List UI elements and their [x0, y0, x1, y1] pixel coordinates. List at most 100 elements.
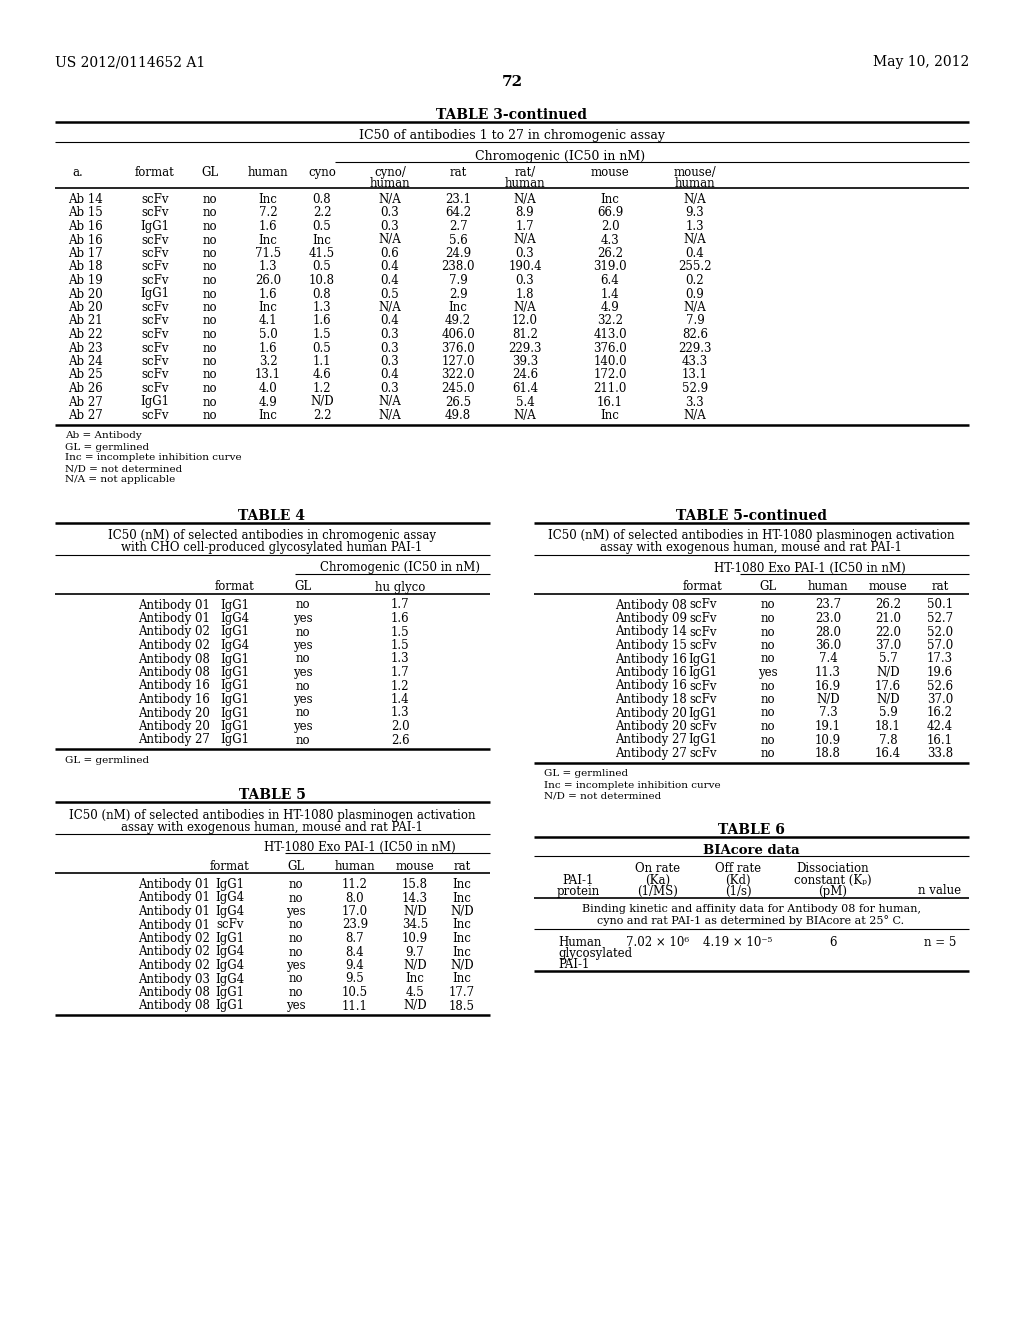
- Text: 2.6: 2.6: [391, 734, 410, 747]
- Text: 4.9: 4.9: [601, 301, 620, 314]
- Text: IgG1: IgG1: [220, 719, 250, 733]
- Text: Inc: Inc: [453, 919, 471, 932]
- Text: 127.0: 127.0: [441, 355, 475, 368]
- Text: scFv: scFv: [216, 919, 244, 932]
- Text: 11.1: 11.1: [342, 999, 368, 1012]
- Text: 229.3: 229.3: [508, 342, 542, 355]
- Text: N/D = not determined: N/D = not determined: [544, 792, 662, 800]
- Text: IgG1: IgG1: [215, 878, 245, 891]
- Text: cyno/: cyno/: [374, 166, 406, 180]
- Text: yes: yes: [293, 719, 312, 733]
- Text: 61.4: 61.4: [512, 381, 538, 395]
- Text: N/D: N/D: [816, 693, 840, 706]
- Text: no: no: [289, 919, 303, 932]
- Text: IgG1: IgG1: [220, 626, 250, 639]
- Text: 33.8: 33.8: [927, 747, 953, 760]
- Text: mouse: mouse: [868, 581, 907, 594]
- Text: 52.6: 52.6: [927, 680, 953, 693]
- Text: IgG4: IgG4: [215, 960, 245, 972]
- Text: scFv: scFv: [141, 368, 169, 381]
- Text: 19.1: 19.1: [815, 719, 841, 733]
- Text: constant (Kₚ): constant (Kₚ): [795, 874, 871, 887]
- Text: Inc: Inc: [600, 193, 620, 206]
- Text: 52.7: 52.7: [927, 612, 953, 624]
- Text: 11.2: 11.2: [342, 878, 368, 891]
- Text: N/A: N/A: [514, 301, 537, 314]
- Text: Inc: Inc: [600, 409, 620, 422]
- Text: 0.4: 0.4: [381, 314, 399, 327]
- Text: yes: yes: [286, 999, 306, 1012]
- Text: no: no: [761, 598, 775, 611]
- Text: 1.8: 1.8: [516, 288, 535, 301]
- Text: scFv: scFv: [141, 327, 169, 341]
- Text: Ab 16: Ab 16: [68, 220, 102, 234]
- Text: no: no: [289, 973, 303, 986]
- Text: 376.0: 376.0: [593, 342, 627, 355]
- Text: no: no: [289, 878, 303, 891]
- Text: n value: n value: [919, 884, 962, 898]
- Text: IgG1: IgG1: [220, 652, 250, 665]
- Text: TABLE 6: TABLE 6: [718, 822, 784, 837]
- Text: 0.3: 0.3: [381, 206, 399, 219]
- Text: 1.3: 1.3: [312, 301, 332, 314]
- Text: IgG1: IgG1: [140, 220, 170, 234]
- Text: 2.7: 2.7: [449, 220, 467, 234]
- Text: GL: GL: [760, 581, 776, 594]
- Text: GL = germlined: GL = germlined: [65, 756, 150, 766]
- Text: 0.3: 0.3: [381, 342, 399, 355]
- Text: Antibody 20: Antibody 20: [615, 706, 687, 719]
- Text: no: no: [203, 327, 217, 341]
- Text: no: no: [203, 342, 217, 355]
- Text: 2.9: 2.9: [449, 288, 467, 301]
- Text: N/A: N/A: [379, 409, 401, 422]
- Text: Inc: Inc: [453, 945, 471, 958]
- Text: 0.3: 0.3: [516, 247, 535, 260]
- Text: 0.3: 0.3: [381, 381, 399, 395]
- Text: 14.3: 14.3: [402, 891, 428, 904]
- Text: no: no: [761, 719, 775, 733]
- Text: Antibody 20: Antibody 20: [138, 719, 210, 733]
- Text: Dissociation: Dissociation: [797, 862, 869, 875]
- Text: yes: yes: [286, 906, 306, 917]
- Text: 319.0: 319.0: [593, 260, 627, 273]
- Text: Antibody 09: Antibody 09: [615, 612, 687, 624]
- Text: Antibody 27: Antibody 27: [138, 734, 210, 747]
- Text: IgG1: IgG1: [220, 598, 250, 611]
- Text: N/A: N/A: [379, 193, 401, 206]
- Text: rat: rat: [932, 581, 948, 594]
- Text: 57.0: 57.0: [927, 639, 953, 652]
- Text: 1.7: 1.7: [391, 598, 410, 611]
- Text: Off rate: Off rate: [715, 862, 761, 875]
- Text: no: no: [289, 945, 303, 958]
- Text: 10.9: 10.9: [402, 932, 428, 945]
- Text: 0.4: 0.4: [381, 275, 399, 286]
- Text: 2.2: 2.2: [312, 409, 331, 422]
- Text: 1.4: 1.4: [601, 288, 620, 301]
- Text: 0.5: 0.5: [312, 260, 332, 273]
- Text: scFv: scFv: [141, 409, 169, 422]
- Text: 0.3: 0.3: [516, 275, 535, 286]
- Text: scFv: scFv: [689, 680, 717, 693]
- Text: 3.2: 3.2: [259, 355, 278, 368]
- Text: 0.3: 0.3: [381, 355, 399, 368]
- Text: IgG1: IgG1: [220, 680, 250, 693]
- Text: IgG4: IgG4: [215, 891, 245, 904]
- Text: scFv: scFv: [141, 275, 169, 286]
- Text: no: no: [203, 409, 217, 422]
- Text: 21.0: 21.0: [874, 612, 901, 624]
- Text: Ab 24: Ab 24: [68, 355, 102, 368]
- Text: N/A: N/A: [379, 396, 401, 408]
- Text: 8.9: 8.9: [516, 206, 535, 219]
- Text: 52.9: 52.9: [682, 381, 708, 395]
- Text: Antibody 16: Antibody 16: [138, 680, 210, 693]
- Text: mouse: mouse: [395, 861, 434, 873]
- Text: 7.4: 7.4: [818, 652, 838, 665]
- Text: N/A: N/A: [379, 301, 401, 314]
- Text: 1.3: 1.3: [391, 706, 410, 719]
- Text: 0.8: 0.8: [312, 193, 332, 206]
- Text: rat: rat: [454, 861, 471, 873]
- Text: Ab = Antibody: Ab = Antibody: [65, 432, 141, 441]
- Text: no: no: [761, 734, 775, 747]
- Text: yes: yes: [758, 667, 778, 678]
- Text: format: format: [683, 581, 723, 594]
